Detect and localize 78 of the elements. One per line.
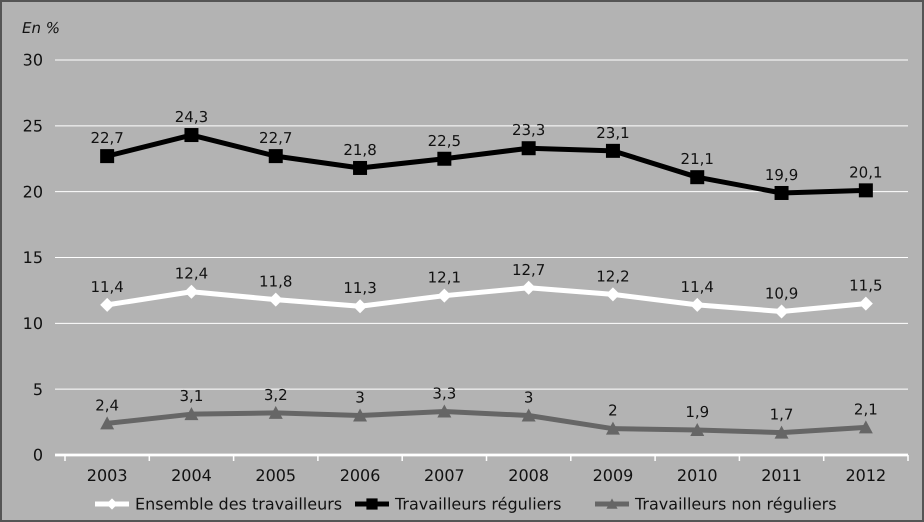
- point: [353, 160, 368, 175]
- data-label: 22,7: [259, 129, 292, 148]
- legend-label: Travailleurs non réguliers: [634, 494, 837, 514]
- data-label: 2,4: [95, 396, 120, 414]
- point: [858, 296, 873, 311]
- x-tick-label: 2004: [171, 466, 212, 485]
- data-label: 12,1: [428, 268, 462, 287]
- data-label: 22,5: [428, 132, 462, 150]
- y-tick-label: 10: [22, 314, 43, 333]
- point: [353, 408, 368, 422]
- data-label: 12,7: [512, 260, 546, 279]
- data-label: 20,1: [849, 163, 883, 182]
- data-label: 3,3: [432, 384, 456, 403]
- data-label: 2: [608, 402, 618, 420]
- point: [690, 170, 704, 184]
- y-tick-label: 25: [22, 116, 43, 136]
- data-label: 10,9: [764, 284, 798, 302]
- x-tick-label: 2012: [845, 466, 886, 485]
- point: [353, 299, 368, 314]
- y-axis-title: En %: [22, 19, 60, 37]
- point: [268, 149, 283, 164]
- point: [858, 183, 873, 198]
- point: [100, 416, 114, 430]
- x-tick-label: 2009: [592, 466, 634, 485]
- point: [690, 298, 704, 312]
- data-label: 11,4: [90, 278, 124, 296]
- y-tick-label: 30: [22, 50, 43, 70]
- legend-label: Travailleurs réguliers: [394, 494, 562, 514]
- point: [184, 284, 198, 299]
- data-label: 2,1: [854, 400, 878, 418]
- point: [606, 422, 620, 435]
- point: [100, 298, 114, 312]
- point: [522, 280, 536, 295]
- y-tick-label: 5: [32, 380, 43, 399]
- x-tick-label: 2005: [255, 466, 296, 485]
- data-label: 3: [524, 388, 534, 406]
- point: [437, 152, 452, 166]
- point: [184, 128, 198, 142]
- y-tick-label: 0: [32, 446, 43, 465]
- data-label: 12,4: [174, 264, 208, 283]
- point: [774, 186, 789, 200]
- data-label: 1,9: [685, 402, 710, 421]
- point: [522, 141, 536, 156]
- data-label: 3,2: [264, 386, 288, 404]
- x-tick-label: 2003: [86, 466, 128, 485]
- point: [184, 407, 198, 420]
- x-tick-label: 2007: [424, 466, 465, 485]
- data-label: 11,5: [849, 276, 883, 295]
- data-label: 1,7: [770, 406, 794, 424]
- data-label: 23,3: [512, 121, 546, 140]
- data-label: 3: [355, 388, 365, 406]
- data-label: 23,1: [596, 124, 630, 142]
- data-label: 11,3: [343, 279, 377, 298]
- data-label: 22,7: [90, 129, 124, 148]
- data-label: 19,9: [764, 166, 798, 184]
- point: [437, 288, 452, 303]
- data-label: 3,1: [180, 387, 204, 406]
- point: [606, 144, 620, 158]
- data-label: 24,3: [174, 108, 208, 126]
- y-tick-label: 15: [22, 248, 43, 268]
- x-tick-label: 2008: [508, 466, 550, 485]
- point: [437, 404, 452, 418]
- data-label: 11,4: [680, 278, 714, 296]
- legend-label: Ensemble des travailleurs: [135, 494, 342, 514]
- x-tick-label: 2010: [676, 466, 718, 485]
- point: [268, 406, 283, 419]
- data-label: 11,8: [259, 272, 292, 291]
- y-tick-label: 20: [22, 182, 43, 202]
- point: [100, 149, 114, 164]
- point: [522, 408, 536, 422]
- point: [690, 422, 704, 436]
- data-label: 21,1: [680, 150, 714, 168]
- point: [774, 426, 789, 439]
- data-label: 21,8: [343, 140, 377, 159]
- point: [858, 420, 873, 434]
- x-tick-label: 2006: [340, 466, 380, 485]
- data-label: 12,2: [596, 267, 630, 286]
- x-tick-label: 2011: [761, 466, 802, 485]
